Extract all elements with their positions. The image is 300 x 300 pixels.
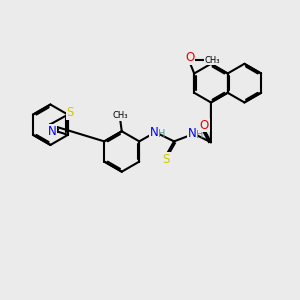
- Text: N: N: [150, 126, 159, 139]
- Text: CH₃: CH₃: [112, 111, 128, 120]
- Text: O: O: [200, 118, 209, 131]
- Text: S: S: [67, 106, 74, 119]
- Text: O: O: [185, 51, 194, 64]
- Text: N: N: [188, 128, 197, 140]
- Text: H: H: [158, 129, 166, 139]
- Text: CH₃: CH₃: [204, 56, 220, 64]
- Text: N: N: [47, 125, 56, 138]
- Text: S: S: [162, 153, 170, 166]
- Text: H: H: [196, 130, 204, 140]
